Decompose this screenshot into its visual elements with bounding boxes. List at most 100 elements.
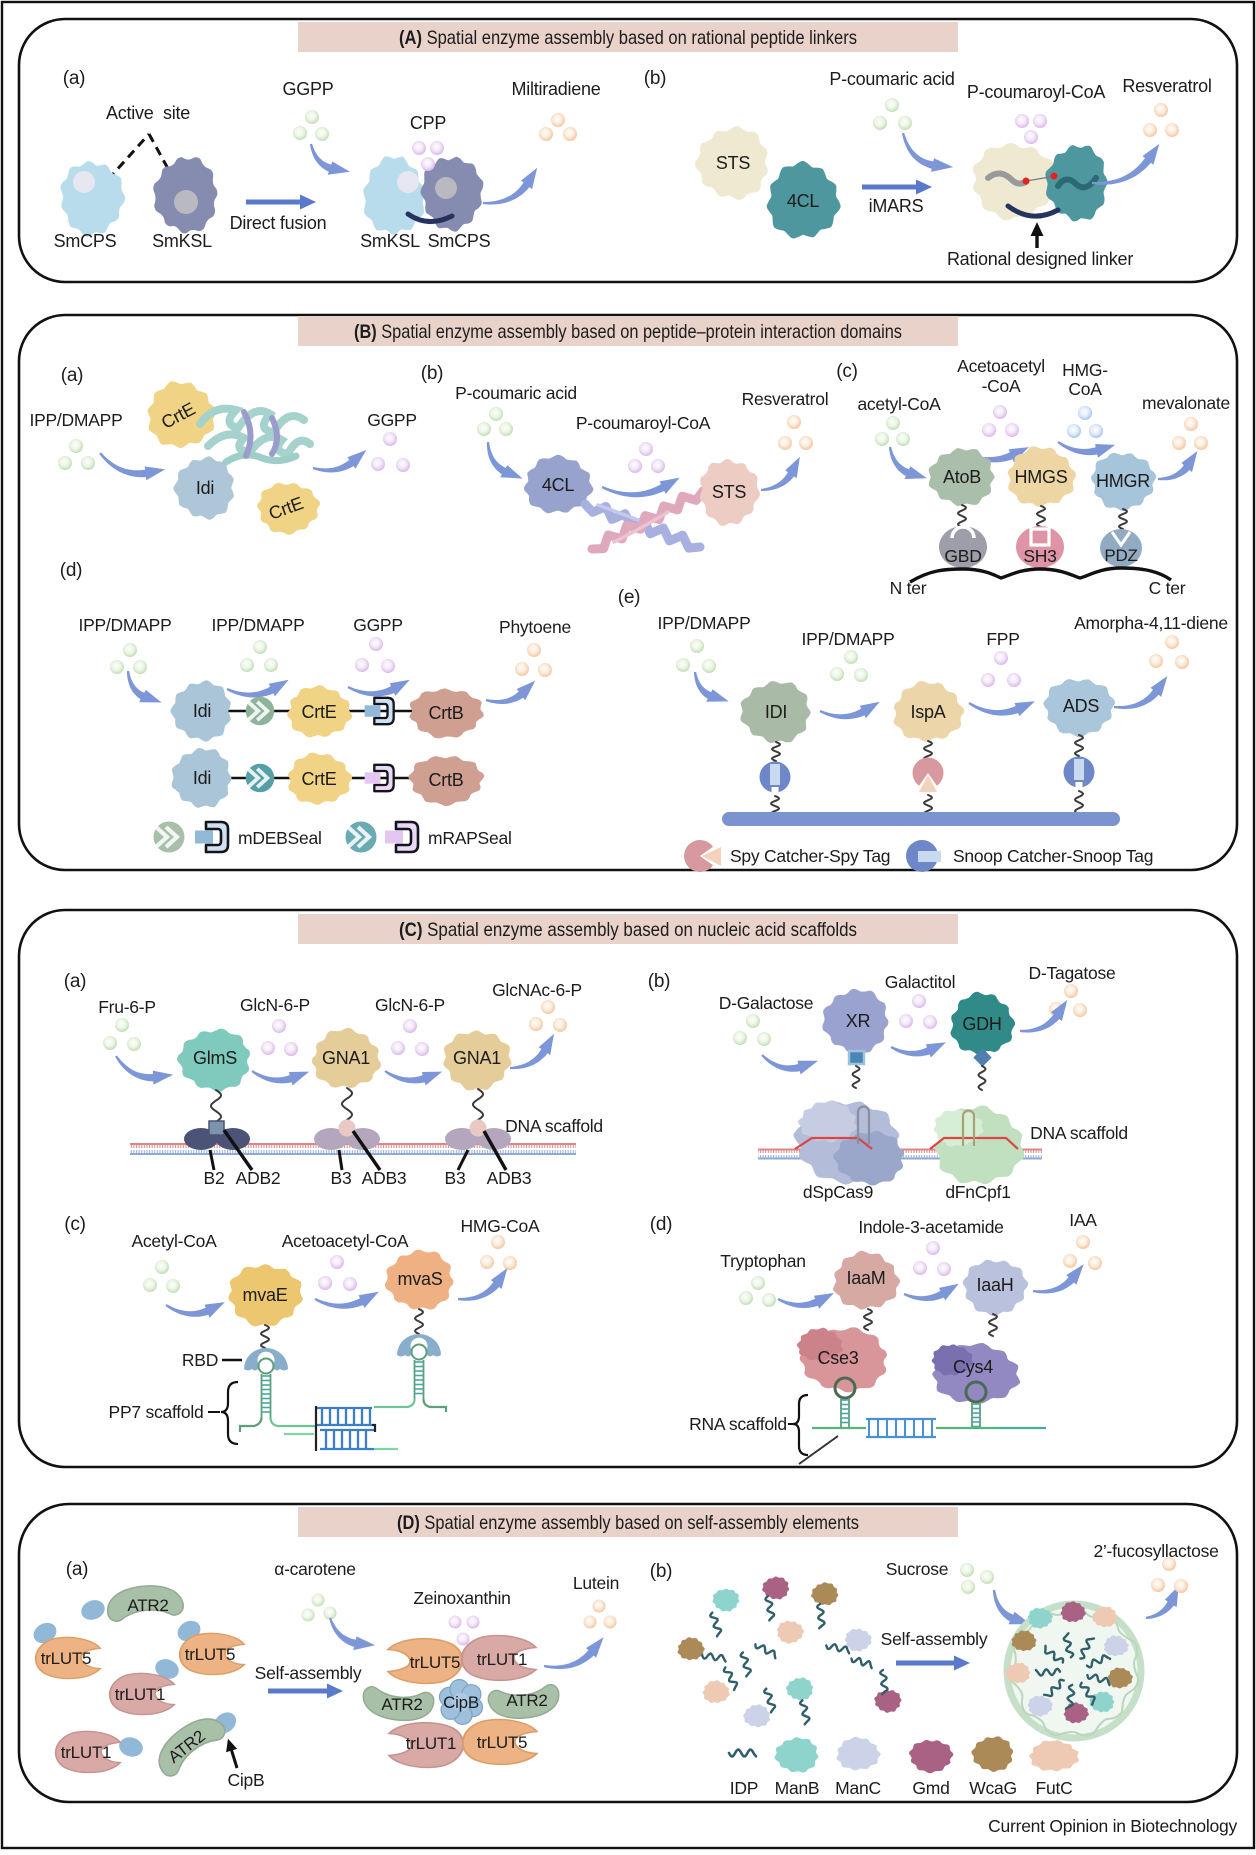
svg-text:(a): (a) xyxy=(66,1559,88,1580)
svg-text:dFnCpf1: dFnCpf1 xyxy=(945,1182,1010,1202)
svg-text:mDEBSeal: mDEBSeal xyxy=(238,828,322,848)
svg-text:GGPP: GGPP xyxy=(353,615,403,635)
svg-text:Idi: Idi xyxy=(196,478,214,498)
svg-text:GlcN-6-P: GlcN-6-P xyxy=(240,995,310,1015)
svg-text:GlcN-6-P: GlcN-6-P xyxy=(375,995,445,1015)
svg-text:Indole-3-acetamide: Indole-3-acetamide xyxy=(858,1217,1003,1237)
svg-text:ADB2: ADB2 xyxy=(236,1168,281,1188)
svg-text:ADB3: ADB3 xyxy=(487,1168,532,1188)
svg-text:dSpCas9: dSpCas9 xyxy=(803,1182,873,1202)
svg-text:ATR2: ATR2 xyxy=(381,1695,422,1714)
svg-text:ADS: ADS xyxy=(1063,696,1100,716)
svg-text:Idi: Idi xyxy=(193,768,211,788)
svg-text:CrtB: CrtB xyxy=(429,770,464,790)
svg-text:SH3: SH3 xyxy=(1023,546,1056,566)
svg-text:trLUT5: trLUT5 xyxy=(410,1653,460,1672)
svg-text:B2: B2 xyxy=(204,1168,225,1188)
svg-text:ManB: ManB xyxy=(775,1778,820,1798)
svg-text:4CL: 4CL xyxy=(542,475,575,495)
svg-text:mevalonate: mevalonate xyxy=(1142,393,1230,413)
svg-text:Galactitol: Galactitol xyxy=(885,972,955,992)
svg-text:Snoop Catcher-Snoop Tag: Snoop Catcher-Snoop Tag xyxy=(953,846,1153,866)
svg-text:RNA scaffold: RNA scaffold xyxy=(689,1414,787,1434)
svg-text:(d): (d) xyxy=(60,560,82,581)
svg-text:WcaG: WcaG xyxy=(969,1778,1017,1798)
svg-text:ManC: ManC xyxy=(835,1778,881,1798)
svg-text:P-coumaric acid: P-coumaric acid xyxy=(829,69,954,89)
svg-text:CPP: CPP xyxy=(410,113,447,133)
svg-text:HMGR: HMGR xyxy=(1096,471,1150,491)
svg-text:IPP/DMAPP: IPP/DMAPP xyxy=(29,410,122,430)
svg-text:Cse3: Cse3 xyxy=(817,1348,858,1368)
svg-text:AtoB: AtoB xyxy=(943,467,981,487)
svg-text:Current Opinion in Biotechnolo: Current Opinion in Biotechnology xyxy=(988,1816,1237,1836)
svg-text:IDI: IDI xyxy=(765,702,787,722)
svg-text:Tryptophan: Tryptophan xyxy=(720,1251,805,1271)
svg-text:(d): (d) xyxy=(650,1214,672,1235)
svg-text:(e): (e) xyxy=(618,587,640,608)
svg-text:IaaH: IaaH xyxy=(976,1275,1013,1295)
svg-text:(b): (b) xyxy=(648,971,670,992)
svg-text:ADB3: ADB3 xyxy=(362,1168,407,1188)
svg-text:IPP/DMAPP: IPP/DMAPP xyxy=(211,615,304,635)
svg-text:B3: B3 xyxy=(331,1168,352,1188)
svg-text:trLUT5: trLUT5 xyxy=(185,1645,235,1664)
svg-text:IAA: IAA xyxy=(1069,1210,1097,1230)
svg-text:IPP/DMAPP: IPP/DMAPP xyxy=(657,613,750,633)
svg-text:trLUT1: trLUT1 xyxy=(477,1650,527,1669)
svg-text:IDP: IDP xyxy=(730,1778,758,1798)
svg-text:FPP: FPP xyxy=(986,629,1019,649)
svg-text:mvaE: mvaE xyxy=(242,1285,287,1305)
svg-text:XR: XR xyxy=(846,1011,871,1031)
svg-text:CrtB: CrtB xyxy=(429,703,464,723)
svg-text:GNA1: GNA1 xyxy=(322,1048,370,1068)
svg-text:(c): (c) xyxy=(64,1214,85,1235)
svg-text:(C) Spatial enzyme assembly ba: (C) Spatial enzyme assembly based on nuc… xyxy=(399,919,857,941)
svg-text:GGPP: GGPP xyxy=(367,410,417,430)
svg-text:HMG-CoA: HMG-CoA xyxy=(461,1216,541,1236)
svg-text:CipB: CipB xyxy=(443,1693,479,1712)
svg-text:Sucrose: Sucrose xyxy=(886,1559,948,1579)
svg-text:Acetoacetyl: Acetoacetyl xyxy=(957,356,1045,376)
svg-text:HMG-: HMG- xyxy=(1062,360,1108,380)
svg-text:Acetyl-CoA: Acetyl-CoA xyxy=(131,1231,217,1251)
svg-text:B3: B3 xyxy=(445,1168,466,1188)
svg-text:trLUT1: trLUT1 xyxy=(115,1685,165,1704)
svg-text:HMGS: HMGS xyxy=(1015,467,1068,487)
svg-text:C ter: C ter xyxy=(1149,578,1186,598)
svg-text:(A) Spatial enzyme assembly ba: (A) Spatial enzyme assembly based on rat… xyxy=(399,27,857,49)
svg-text:trLUT1: trLUT1 xyxy=(406,1734,456,1753)
svg-text:Direct fusion: Direct fusion xyxy=(230,213,327,233)
svg-text:IaaM: IaaM xyxy=(846,1268,885,1288)
svg-text:IspA: IspA xyxy=(910,702,945,722)
svg-text:SmKSL: SmKSL xyxy=(360,231,420,251)
svg-text:PP7 scaffold: PP7 scaffold xyxy=(109,1402,204,1422)
svg-text:D-Tagatose: D-Tagatose xyxy=(1029,963,1116,983)
svg-text:P-coumaroyl-CoA: P-coumaroyl-CoA xyxy=(967,82,1106,102)
svg-text:Acetoacetyl-CoA: Acetoacetyl-CoA xyxy=(282,1231,409,1251)
svg-text:Fru-6-P: Fru-6-P xyxy=(98,997,156,1017)
svg-text:(B) Spatial enzyme assembly ba: (B) Spatial enzyme assembly based on pep… xyxy=(354,321,902,343)
svg-text:CrtE: CrtE xyxy=(302,702,337,722)
svg-text:Spy Catcher-Spy Tag: Spy Catcher-Spy Tag xyxy=(730,846,890,866)
svg-text:(c): (c) xyxy=(836,361,857,382)
svg-text:GDH: GDH xyxy=(962,1014,1001,1034)
svg-text:Resveratrol: Resveratrol xyxy=(1122,76,1211,96)
svg-text:STS: STS xyxy=(712,482,747,502)
svg-text:Amorpha-4,11-diene: Amorpha-4,11-diene xyxy=(1074,613,1228,633)
svg-text:FutC: FutC xyxy=(1036,1778,1073,1798)
svg-text:GGPP: GGPP xyxy=(282,79,333,99)
svg-text:α-carotene: α-carotene xyxy=(274,1559,356,1579)
svg-text:(b): (b) xyxy=(644,68,666,89)
svg-text:Resveratrol: Resveratrol xyxy=(742,389,829,409)
svg-text:GBD: GBD xyxy=(944,546,981,566)
svg-text:D-Galactose: D-Galactose xyxy=(719,993,814,1013)
svg-text:Rational designed linker: Rational designed linker xyxy=(947,249,1133,269)
svg-text:ATR2: ATR2 xyxy=(506,1691,547,1710)
svg-text:(a): (a) xyxy=(61,365,83,386)
svg-text:Miltiradiene: Miltiradiene xyxy=(511,79,600,99)
svg-text:Cys4: Cys4 xyxy=(953,1357,993,1377)
svg-text:CrtE: CrtE xyxy=(302,769,337,789)
svg-text:(b): (b) xyxy=(421,363,443,384)
svg-text:mRAPSeal: mRAPSeal xyxy=(428,828,512,848)
